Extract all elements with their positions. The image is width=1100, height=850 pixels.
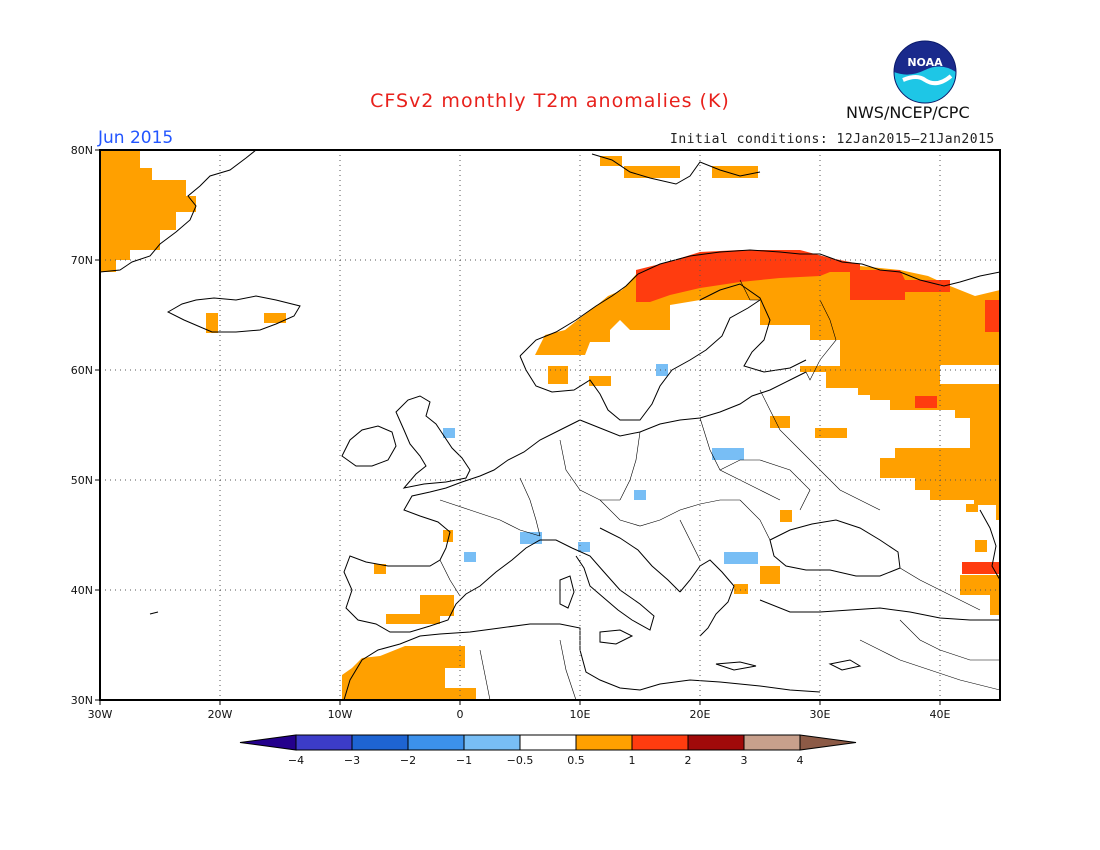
lon-label-10e: 10E: [570, 708, 591, 721]
coastlines: [100, 150, 1000, 700]
noaa-logo-text: NOAA: [907, 56, 943, 69]
noaa-logo: NOAA: [893, 40, 957, 104]
colorbar-label: 0.5: [567, 754, 585, 767]
anomaly-region-kola-peninsula: [850, 270, 950, 300]
colorbar-swatch: [519, 734, 577, 751]
colorbar-swatch: [631, 734, 689, 751]
colorbar-legend: [239, 734, 857, 751]
gridlines: [100, 150, 1000, 700]
colorbar-swatch: [463, 734, 521, 751]
colorbar-label: −0.5: [507, 754, 534, 767]
colorbar-label: −4: [288, 754, 304, 767]
colorbar-labels: −4 −3 −2 −1 −0.5 0.5 1 2 3 4: [288, 754, 804, 767]
lat-label-30n: 30N: [71, 694, 93, 707]
colorbar-arrow-low: [239, 734, 297, 751]
colorbar-label: 4: [797, 754, 804, 767]
lon-label-20e: 20E: [690, 708, 711, 721]
forecast-period: Jun 2015: [98, 128, 174, 148]
colorbar-swatch: [351, 734, 409, 751]
colorbar-swatch: [743, 734, 801, 751]
lon-label-30w: 30W: [88, 708, 113, 721]
lon-label-10w: 10W: [328, 708, 353, 721]
colorbar-label: 2: [685, 754, 692, 767]
colorbar-label: 3: [741, 754, 748, 767]
anomaly-region-greenland-east: [100, 150, 196, 272]
lat-label-40n: 40N: [71, 584, 93, 597]
colorbar-label: −2: [400, 754, 416, 767]
lat-label-50n: 50N: [71, 474, 93, 487]
anomaly-region-scandinavia-north: [636, 250, 860, 302]
lon-label-30e: 30E: [810, 708, 831, 721]
colorbar-label: −3: [344, 754, 360, 767]
colorbar-swatch: [407, 734, 465, 751]
lat-label-60n: 60N: [71, 364, 93, 377]
organization-label: NWS/NCEP/CPC: [846, 103, 970, 122]
colorbar-swatch: [687, 734, 745, 751]
anomaly-region-iberia-morocco: [386, 595, 454, 624]
anomaly-region-belarus-spot: [712, 448, 744, 460]
lon-label-40e: 40E: [930, 708, 951, 721]
colorbar-label: −1: [456, 754, 472, 767]
anomaly-region-balkans-spot: [724, 552, 758, 564]
colorbar-swatch: [295, 734, 353, 751]
map-frame: [99, 149, 1001, 701]
anomaly-region-turkey-caucasus: [962, 562, 1000, 574]
lat-label-80n: 80N: [71, 144, 93, 157]
anomaly-warm-layer: [100, 150, 1000, 700]
colorbar-label: 1: [629, 754, 636, 767]
colorbar-swatch: [575, 734, 633, 751]
initial-conditions: Initial conditions: 12Jan2015–21Jan2015: [670, 132, 995, 147]
colorbar-arrow-high: [799, 734, 857, 751]
anomaly-cool-layer: [443, 364, 758, 564]
anomaly-region-northwest-russia: [535, 252, 1000, 520]
lat-label-70n: 70N: [71, 254, 93, 267]
axis-ticks: [95, 149, 941, 705]
chart-title: CFSv2 monthly T2m anomalies (K): [370, 90, 730, 112]
lon-label-0: 0: [457, 708, 464, 721]
lon-label-20w: 20W: [208, 708, 233, 721]
anomaly-region-british-isles-spot: [443, 428, 455, 438]
anomaly-strong-warm-layer: [636, 250, 1000, 574]
